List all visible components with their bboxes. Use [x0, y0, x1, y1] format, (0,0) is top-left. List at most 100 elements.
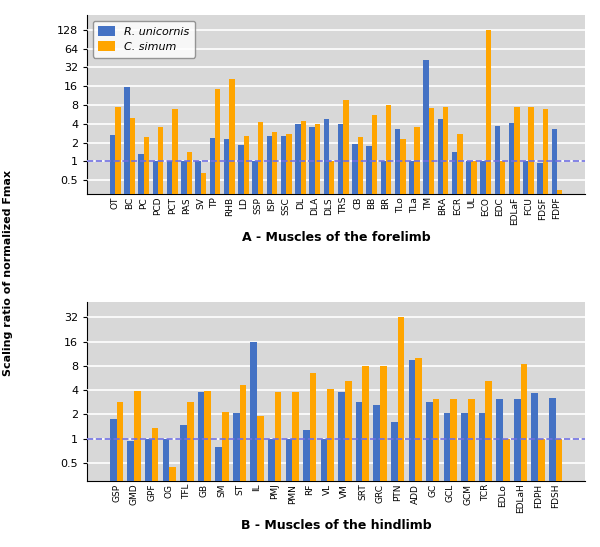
- Bar: [452, 153, 457, 547]
- Bar: [152, 428, 158, 547]
- Bar: [167, 161, 172, 547]
- Bar: [451, 399, 457, 547]
- Bar: [538, 439, 545, 547]
- Bar: [373, 405, 380, 547]
- Bar: [286, 439, 292, 547]
- Bar: [292, 392, 299, 547]
- Bar: [514, 107, 520, 547]
- Bar: [557, 190, 562, 547]
- Bar: [275, 392, 281, 547]
- Bar: [551, 129, 557, 547]
- Bar: [169, 467, 176, 547]
- Bar: [145, 439, 152, 547]
- Bar: [187, 402, 194, 547]
- Bar: [268, 439, 275, 547]
- Bar: [233, 413, 239, 547]
- Bar: [556, 439, 562, 547]
- Bar: [481, 161, 486, 547]
- Bar: [181, 161, 187, 547]
- Bar: [362, 366, 369, 547]
- Bar: [338, 124, 343, 547]
- Bar: [163, 439, 169, 547]
- Bar: [538, 163, 543, 547]
- Bar: [529, 107, 534, 547]
- Bar: [110, 419, 116, 547]
- Bar: [215, 89, 220, 547]
- Bar: [323, 119, 329, 547]
- Bar: [509, 123, 514, 547]
- Bar: [380, 161, 386, 547]
- Bar: [253, 161, 258, 547]
- Bar: [328, 389, 334, 547]
- Bar: [523, 161, 529, 547]
- Bar: [500, 161, 505, 547]
- Bar: [345, 381, 352, 547]
- Bar: [479, 413, 485, 547]
- Bar: [352, 144, 358, 547]
- Legend: R. unicornis, C. simum: R. unicornis, C. simum: [93, 21, 195, 57]
- Bar: [266, 136, 272, 547]
- Bar: [198, 392, 205, 547]
- X-axis label: B - Muscles of the hindlimb: B - Muscles of the hindlimb: [241, 519, 431, 532]
- Bar: [358, 137, 363, 547]
- Bar: [503, 439, 509, 547]
- Bar: [286, 133, 292, 547]
- Bar: [196, 161, 201, 547]
- Bar: [158, 127, 163, 547]
- Bar: [310, 127, 315, 547]
- Bar: [391, 422, 398, 547]
- Bar: [532, 393, 538, 547]
- Bar: [229, 79, 235, 547]
- Bar: [301, 121, 306, 547]
- Bar: [239, 385, 246, 547]
- Bar: [315, 124, 320, 547]
- Bar: [415, 358, 422, 547]
- Bar: [485, 381, 492, 547]
- Bar: [130, 118, 135, 547]
- Bar: [250, 342, 257, 547]
- Bar: [244, 136, 249, 547]
- Bar: [116, 402, 123, 547]
- Bar: [127, 440, 134, 547]
- Bar: [409, 161, 415, 547]
- Bar: [343, 100, 349, 547]
- Bar: [367, 146, 372, 547]
- Bar: [152, 161, 158, 547]
- Bar: [258, 122, 263, 547]
- Bar: [466, 161, 472, 547]
- Bar: [437, 119, 443, 547]
- X-axis label: A - Muscles of the forelimb: A - Muscles of the forelimb: [242, 231, 430, 243]
- Bar: [187, 153, 192, 547]
- Bar: [222, 412, 229, 547]
- Bar: [180, 424, 187, 547]
- Bar: [303, 429, 310, 547]
- Bar: [329, 161, 334, 547]
- Bar: [433, 399, 439, 547]
- Bar: [486, 30, 491, 547]
- Bar: [429, 108, 434, 547]
- Bar: [310, 373, 316, 547]
- Bar: [134, 391, 141, 547]
- Bar: [400, 139, 406, 547]
- Bar: [426, 402, 433, 547]
- Bar: [424, 60, 429, 547]
- Bar: [110, 135, 115, 547]
- Bar: [549, 398, 556, 547]
- Bar: [521, 364, 527, 547]
- Text: Scaling ratio of normalized Fmax: Scaling ratio of normalized Fmax: [3, 171, 13, 376]
- Bar: [496, 399, 503, 547]
- Bar: [215, 446, 222, 547]
- Bar: [238, 145, 244, 547]
- Bar: [443, 413, 451, 547]
- Bar: [272, 132, 277, 547]
- Bar: [338, 392, 345, 547]
- Bar: [494, 126, 500, 547]
- Bar: [205, 391, 211, 547]
- Bar: [144, 137, 149, 547]
- Bar: [398, 317, 404, 547]
- Bar: [201, 173, 206, 547]
- Bar: [209, 138, 215, 547]
- Bar: [461, 413, 468, 547]
- Bar: [457, 133, 463, 547]
- Bar: [115, 107, 121, 547]
